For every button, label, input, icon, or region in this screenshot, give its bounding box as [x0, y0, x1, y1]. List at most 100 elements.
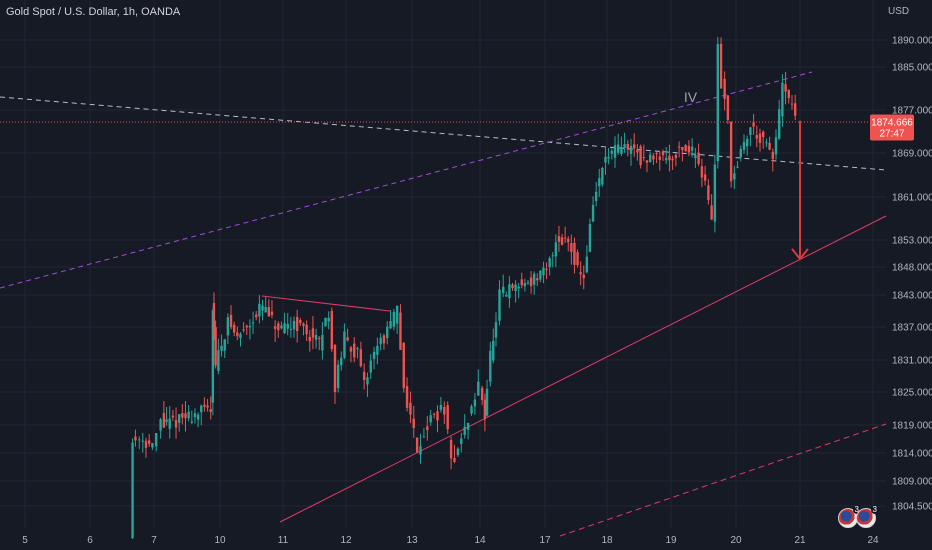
- candle-body: [483, 399, 487, 420]
- candle-body: [703, 174, 707, 181]
- y-tick-label: 1825.000: [892, 388, 932, 399]
- candle-body: [790, 103, 794, 105]
- candlestick-series: [131, 37, 797, 539]
- candle-body: [726, 95, 730, 121]
- candle-body: [308, 336, 311, 342]
- candle-body: [671, 158, 674, 161]
- candle-body: [366, 377, 369, 385]
- candle-body: [649, 154, 652, 162]
- candle-body: [752, 122, 755, 127]
- candle-body: [658, 156, 661, 160]
- candle-body: [305, 324, 308, 335]
- symbol-title: Gold Spot / U.S. Dollar, 1h, OANDA: [6, 6, 181, 18]
- x-tick-label: 13: [406, 535, 418, 546]
- candle-body: [700, 166, 704, 178]
- time-axis[interactable]: 5 6 7 10 11 12 13 14 17 18 19 20 21 24: [22, 535, 879, 546]
- currency-label[interactable]: USD: [888, 6, 910, 17]
- event-count-badge: 3: [852, 505, 861, 514]
- candle-body: [787, 90, 790, 99]
- candle-body: [463, 426, 466, 435]
- y-tick-label: 1819.000: [892, 421, 932, 432]
- candle-body: [633, 144, 636, 149]
- x-tick-label: 14: [474, 535, 486, 546]
- x-tick-label: 6: [87, 535, 93, 546]
- candle-body: [187, 411, 190, 419]
- candle-body: [623, 144, 626, 149]
- candle-body: [372, 351, 376, 359]
- candle-body: [151, 443, 154, 448]
- candle-body: [181, 413, 184, 418]
- candle-body: [545, 268, 548, 270]
- candle-body: [346, 337, 349, 341]
- candle-body: [220, 345, 223, 351]
- candle-body: [523, 283, 527, 287]
- candle-body: [389, 321, 392, 329]
- price-axis[interactable]: 1890.000 1885.000 1877.000 1869.000 1861.000…: [870, 36, 932, 513]
- candle-body: [494, 322, 498, 338]
- candle-body: [399, 312, 402, 350]
- candle-body: [665, 157, 668, 161]
- candle-body: [184, 413, 187, 419]
- candle-body: [165, 419, 168, 422]
- candle-body: [255, 314, 258, 318]
- candle-body: [768, 142, 771, 150]
- candle-body: [532, 273, 536, 285]
- us-flag-icon[interactable]: 3: [856, 505, 879, 528]
- candle-body: [232, 324, 236, 333]
- candle-body: [217, 350, 220, 371]
- candle-body: [642, 157, 645, 159]
- candle-body: [148, 440, 151, 444]
- candle-body: [392, 311, 396, 327]
- candle-body: [209, 409, 212, 412]
- candle-body: [333, 344, 337, 392]
- candle-body: [551, 255, 554, 257]
- candle-body: [498, 289, 501, 321]
- channel-lower-parallel-line: [559, 423, 887, 537]
- candle-body: [311, 328, 315, 338]
- candle-body: [585, 256, 589, 273]
- bar-countdown: 27:47: [879, 129, 904, 140]
- candle-body: [514, 284, 517, 292]
- candle-body: [162, 412, 166, 428]
- candle-body: [283, 323, 286, 333]
- x-tick-label: 11: [278, 535, 289, 546]
- candle-body: [473, 399, 477, 407]
- x-tick-label: 20: [730, 535, 742, 546]
- candle-body: [713, 164, 717, 222]
- candle-body: [426, 426, 429, 431]
- us-flag-icon[interactable]: 3: [838, 505, 861, 528]
- economic-events[interactable]: 3 3: [838, 505, 879, 528]
- candle-body: [248, 325, 252, 328]
- candle-body: [563, 237, 567, 239]
- candle-body: [710, 205, 713, 220]
- candle-body: [694, 155, 697, 159]
- candle-body: [567, 238, 570, 243]
- candle-body: [681, 146, 684, 151]
- candle-body: [517, 286, 520, 289]
- candle-body: [548, 258, 551, 268]
- grid-lines: [0, 0, 886, 528]
- candle-body: [376, 345, 379, 355]
- candle-body: [604, 156, 607, 163]
- candle-body: [261, 305, 264, 311]
- x-tick-label: 5: [22, 535, 28, 546]
- candle-body: [655, 153, 658, 155]
- candle-body: [155, 433, 158, 447]
- x-tick-label: 21: [794, 535, 806, 546]
- candle-body: [239, 333, 242, 339]
- candle-body: [610, 151, 613, 154]
- event-count-badge: 3: [870, 505, 879, 514]
- x-tick-label: 17: [539, 535, 551, 546]
- candle-body: [626, 143, 629, 150]
- candle-body: [174, 420, 178, 428]
- candle-body: [159, 419, 162, 431]
- candle-body: [733, 173, 736, 180]
- wave-label: IV: [684, 89, 698, 105]
- candle-body: [557, 236, 561, 242]
- y-tick-label: 1831.000: [892, 356, 932, 367]
- candle-body: [353, 343, 356, 358]
- candle-body: [379, 337, 382, 345]
- candle-body: [409, 402, 412, 415]
- candle-body: [415, 437, 419, 453]
